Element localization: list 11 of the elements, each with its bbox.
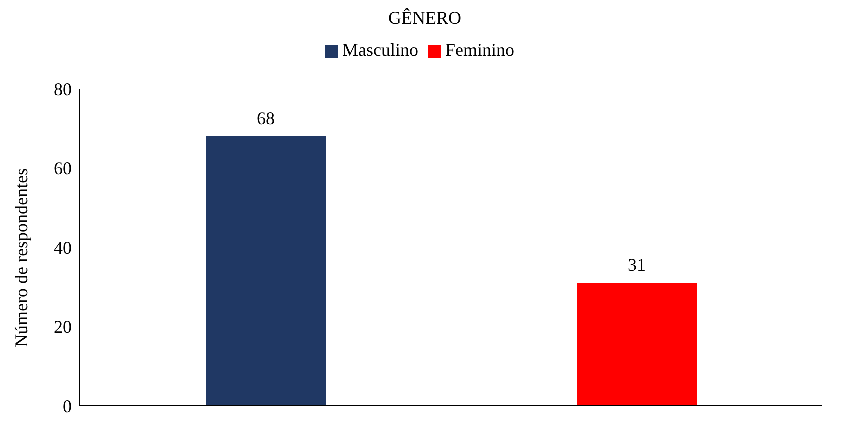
y-tick-label: 0 bbox=[63, 396, 72, 416]
y-tick-label: 20 bbox=[54, 317, 72, 338]
y-tick-label: 60 bbox=[54, 158, 72, 179]
data-label: 68 bbox=[257, 108, 275, 129]
legend-label: Masculino bbox=[342, 40, 418, 60]
legend-label: Feminino bbox=[445, 40, 514, 60]
y-axis-title: Número de respondentes bbox=[11, 168, 32, 348]
data-label: 31 bbox=[628, 255, 646, 276]
y-tick-label: 40 bbox=[54, 238, 72, 258]
y-tick-label: 80 bbox=[54, 79, 72, 100]
chart-title: GÊNERO bbox=[388, 8, 462, 30]
